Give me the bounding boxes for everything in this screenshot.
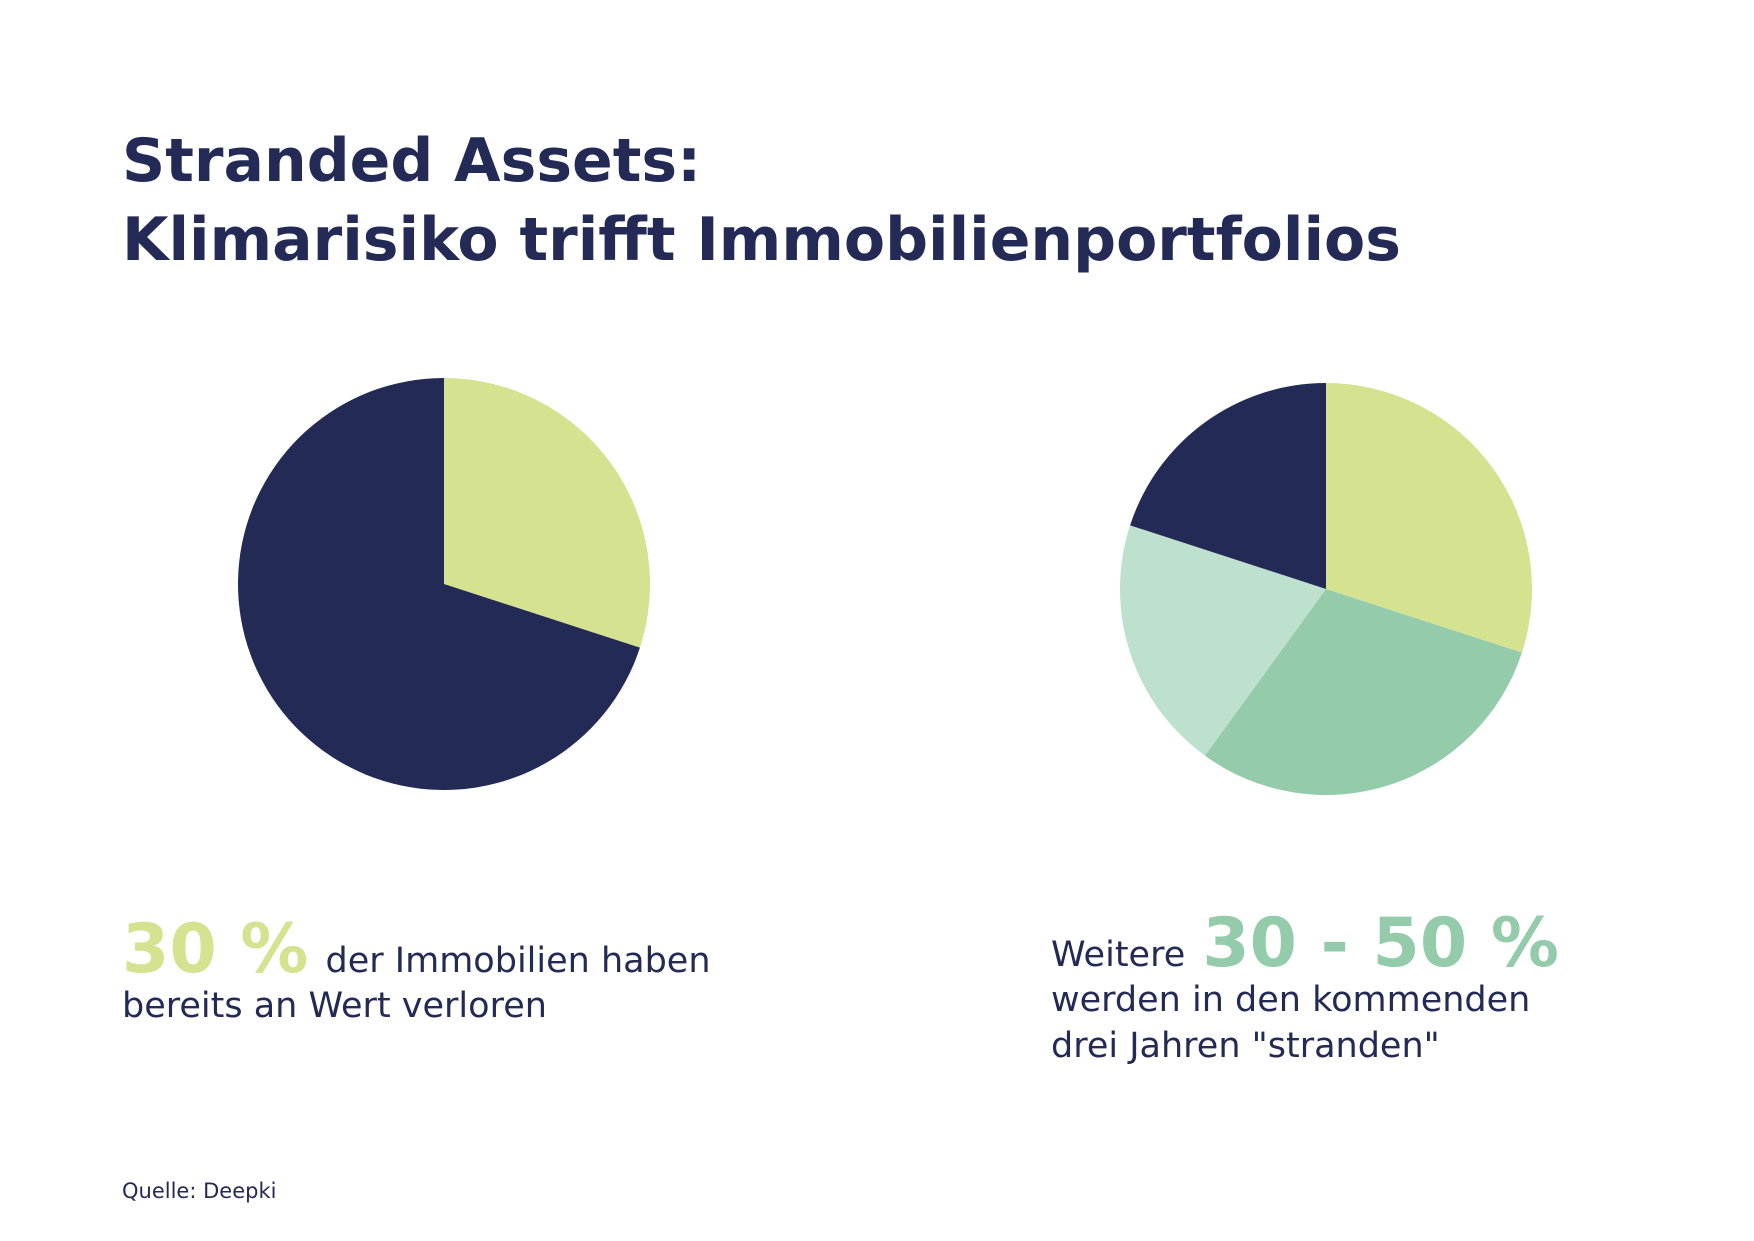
title-line: Klimarisiko trifft Immobilienportfolios bbox=[122, 205, 1401, 275]
caption-text: drei Jahren "stranden" bbox=[1051, 1026, 1440, 1066]
source: Quelle: Deepki bbox=[122, 1179, 276, 1203]
pie-slice bbox=[1204, 589, 1522, 795]
caption-text: der Immobilien haben bbox=[326, 941, 711, 981]
pie-slice bbox=[1120, 525, 1326, 756]
caption: Weitere 30 - 50 % bbox=[1051, 904, 1559, 983]
pie-slice bbox=[1130, 383, 1326, 589]
pie-slice bbox=[444, 378, 650, 648]
highlight: 30 % bbox=[122, 910, 308, 989]
caption-text: bereits an Wert verloren bbox=[122, 986, 547, 1026]
title-line: Stranded Assets: bbox=[122, 126, 701, 196]
highlight: 30 - 50 % bbox=[1202, 904, 1559, 983]
caption: 30 % der Immobilien haben bbox=[122, 910, 711, 989]
caption-text: Weitere bbox=[1051, 935, 1185, 975]
pie-slice bbox=[237, 378, 640, 791]
pie-slice bbox=[1326, 383, 1532, 653]
caption-text: werden in den kommenden bbox=[1051, 980, 1530, 1020]
